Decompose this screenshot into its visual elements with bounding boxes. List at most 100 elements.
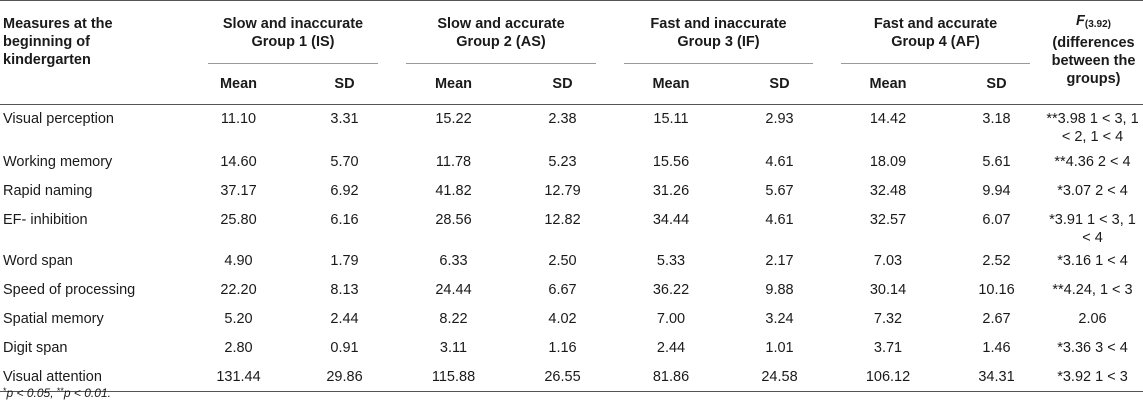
header-row-groups: Measures at the beginning of kindergarte… <box>0 0 1143 87</box>
mean-cell: 28.56 <box>435 211 472 228</box>
footnote-p2: p < 0.01. <box>63 386 111 400</box>
group-4-header: Fast and accurate Group 4 (AF) <box>827 1 1044 64</box>
row-label: Visual perception <box>3 111 114 127</box>
f-stat-cell: 2.06 <box>1078 310 1107 327</box>
sd-cell: 5.70 <box>330 153 359 170</box>
row-label: Visual attention <box>3 368 102 385</box>
mean-cell: 32.57 <box>869 211 907 228</box>
group-2-subtitle: Group 2 (AS) <box>456 34 546 50</box>
f-stat-header: F(3.92) (differences between the groups) <box>1044 1 1143 105</box>
table-row: Visual attention 131.44 29.86 115.88 26.55 81… <box>0 363 1143 392</box>
table-body: Visual perception 11.10 3.31 15.22 2.38 15.11… <box>0 105 1143 392</box>
sd-cell: 2.93 <box>765 111 794 127</box>
sd-cell: 1.16 <box>548 339 577 356</box>
mean-cell: 25.80 <box>220 211 257 228</box>
mean-cell: 15.11 <box>653 111 689 127</box>
footnote: *p < 0.05, **p < 0.01. <box>3 386 111 400</box>
table-row: Word span 4.90 1.79 6.33 2.50 5.33 2.17 7.03 2.5… <box>0 247 1143 276</box>
mean-cell: 3.11 <box>439 339 468 356</box>
mean-header: Mean <box>869 76 907 92</box>
table-row: Digit span 2.80 0.91 3.11 1.16 2.44 1.01 3.71 1.… <box>0 334 1143 363</box>
sd-cell: 34.31 <box>978 368 1015 385</box>
mean-cell: 7.03 <box>873 252 903 269</box>
f-stat-cell: **3.98 1 < 3, 1 < 2, 1 < 4 <box>1046 111 1139 145</box>
sd-cell: 10.16 <box>978 281 1015 298</box>
measures-header: Measures at the beginning of kindergarte… <box>3 16 113 68</box>
f-description: (differences between the groups) <box>1051 35 1136 87</box>
sd-cell: 12.79 <box>544 182 581 199</box>
mean-cell: 7.32 <box>873 310 903 327</box>
sd-cell: 2.50 <box>548 252 577 269</box>
group-2-header: Slow and accurate Group 2 (AS) <box>392 1 610 64</box>
sd-header: SD <box>986 76 1007 92</box>
sd-header: SD <box>769 76 790 92</box>
sd-cell: 1.46 <box>982 339 1011 356</box>
sd-cell: 3.18 <box>982 111 1011 127</box>
table-row: Speed of processing 22.20 8.13 24.44 6.67 36.… <box>0 276 1143 305</box>
row-label: Word span <box>3 252 73 269</box>
footnote-p1: p < 0.05, <box>6 386 57 400</box>
sd-cell: 2.38 <box>548 111 577 127</box>
mean-cell: 11.10 <box>220 111 257 127</box>
f-stat-cell: *3.07 2 < 4 <box>1057 182 1128 199</box>
group-1-title: Slow and inaccurate <box>222 16 364 32</box>
mean-cell: 4.90 <box>224 252 253 269</box>
table-row: Rapid naming 37.17 6.92 41.82 12.79 31.26 5.67… <box>0 177 1143 206</box>
table-row: Visual perception 11.10 3.31 15.22 2.38 15.11… <box>0 105 1143 148</box>
f-stat-cell: *3.36 3 < 4 <box>1057 339 1128 356</box>
mean-cell: 24.44 <box>435 281 472 298</box>
sd-cell: 12.82 <box>544 211 581 228</box>
sd-cell: 29.86 <box>326 368 363 385</box>
row-label: Rapid naming <box>3 182 93 199</box>
mean-cell: 2.80 <box>224 339 253 356</box>
row-label: Digit span <box>3 339 68 356</box>
header-row-stats: Mean SD Mean SD Mean SD Mean SD <box>0 64 1143 105</box>
sd-cell: 5.67 <box>765 182 794 199</box>
f-stat-cell: **4.24, 1 < 3 <box>1052 281 1133 298</box>
group-4-title: Fast and accurate <box>873 16 998 32</box>
mean-cell: 8.22 <box>439 310 468 327</box>
sd-cell: 8.13 <box>330 281 359 298</box>
mean-cell: 15.22 <box>435 111 472 127</box>
sd-cell: 9.94 <box>982 182 1011 199</box>
group-3-header: Fast and inaccurate Group 3 (IF) <box>610 1 827 64</box>
sd-cell: 2.44 <box>330 310 359 327</box>
sd-cell: 0.91 <box>330 339 359 356</box>
mean-cell: 5.20 <box>224 310 253 327</box>
mean-cell: 30.14 <box>869 281 907 298</box>
mean-cell: 7.00 <box>656 310 686 327</box>
group-1-header: Slow and inaccurate Group 1 (IS) <box>180 1 392 64</box>
footnote-star-1: * <box>3 386 7 396</box>
mean-cell: 18.09 <box>869 153 907 170</box>
table-row: Spatial memory 5.20 2.44 8.22 4.02 7.00 3.24 7.… <box>0 305 1143 334</box>
group-3-subtitle: Group 3 (IF) <box>677 34 760 50</box>
f-df: (3.92) <box>1084 19 1111 30</box>
sd-cell: 4.61 <box>765 153 794 170</box>
sd-cell: 6.67 <box>548 281 577 298</box>
sd-cell: 6.92 <box>330 182 359 199</box>
mean-header: Mean <box>219 76 258 92</box>
group-1-subtitle: Group 1 (IS) <box>251 34 335 50</box>
mean-cell: 37.17 <box>220 182 257 199</box>
mean-cell: 131.44 <box>216 368 261 385</box>
results-table: Measures at the beginning of kindergarte… <box>0 0 1143 392</box>
mean-cell: 14.60 <box>220 153 257 170</box>
group-2-title: Slow and accurate <box>437 16 565 32</box>
sd-cell: 1.79 <box>330 252 359 269</box>
f-stat-cell: **4.36 2 < 4 <box>1054 153 1131 170</box>
mean-cell: 32.48 <box>869 182 907 199</box>
mean-cell: 81.86 <box>652 368 690 385</box>
row-label: Speed of processing <box>3 281 136 298</box>
row-label: EF- inhibition <box>3 211 88 228</box>
mean-cell: 5.33 <box>656 252 686 269</box>
mean-cell: 36.22 <box>652 281 690 298</box>
group-4-subtitle: Group 4 (AF) <box>891 34 980 50</box>
row-label: Spatial memory <box>3 310 104 327</box>
sd-header: SD <box>334 76 355 92</box>
sd-cell: 1.01 <box>765 339 794 356</box>
f-symbol: F <box>1076 13 1085 29</box>
sd-cell: 3.31 <box>330 111 359 127</box>
table-row: Working memory 14.60 5.70 11.78 5.23 15.56 4.6… <box>0 148 1143 177</box>
sd-cell: 2.67 <box>982 310 1011 327</box>
